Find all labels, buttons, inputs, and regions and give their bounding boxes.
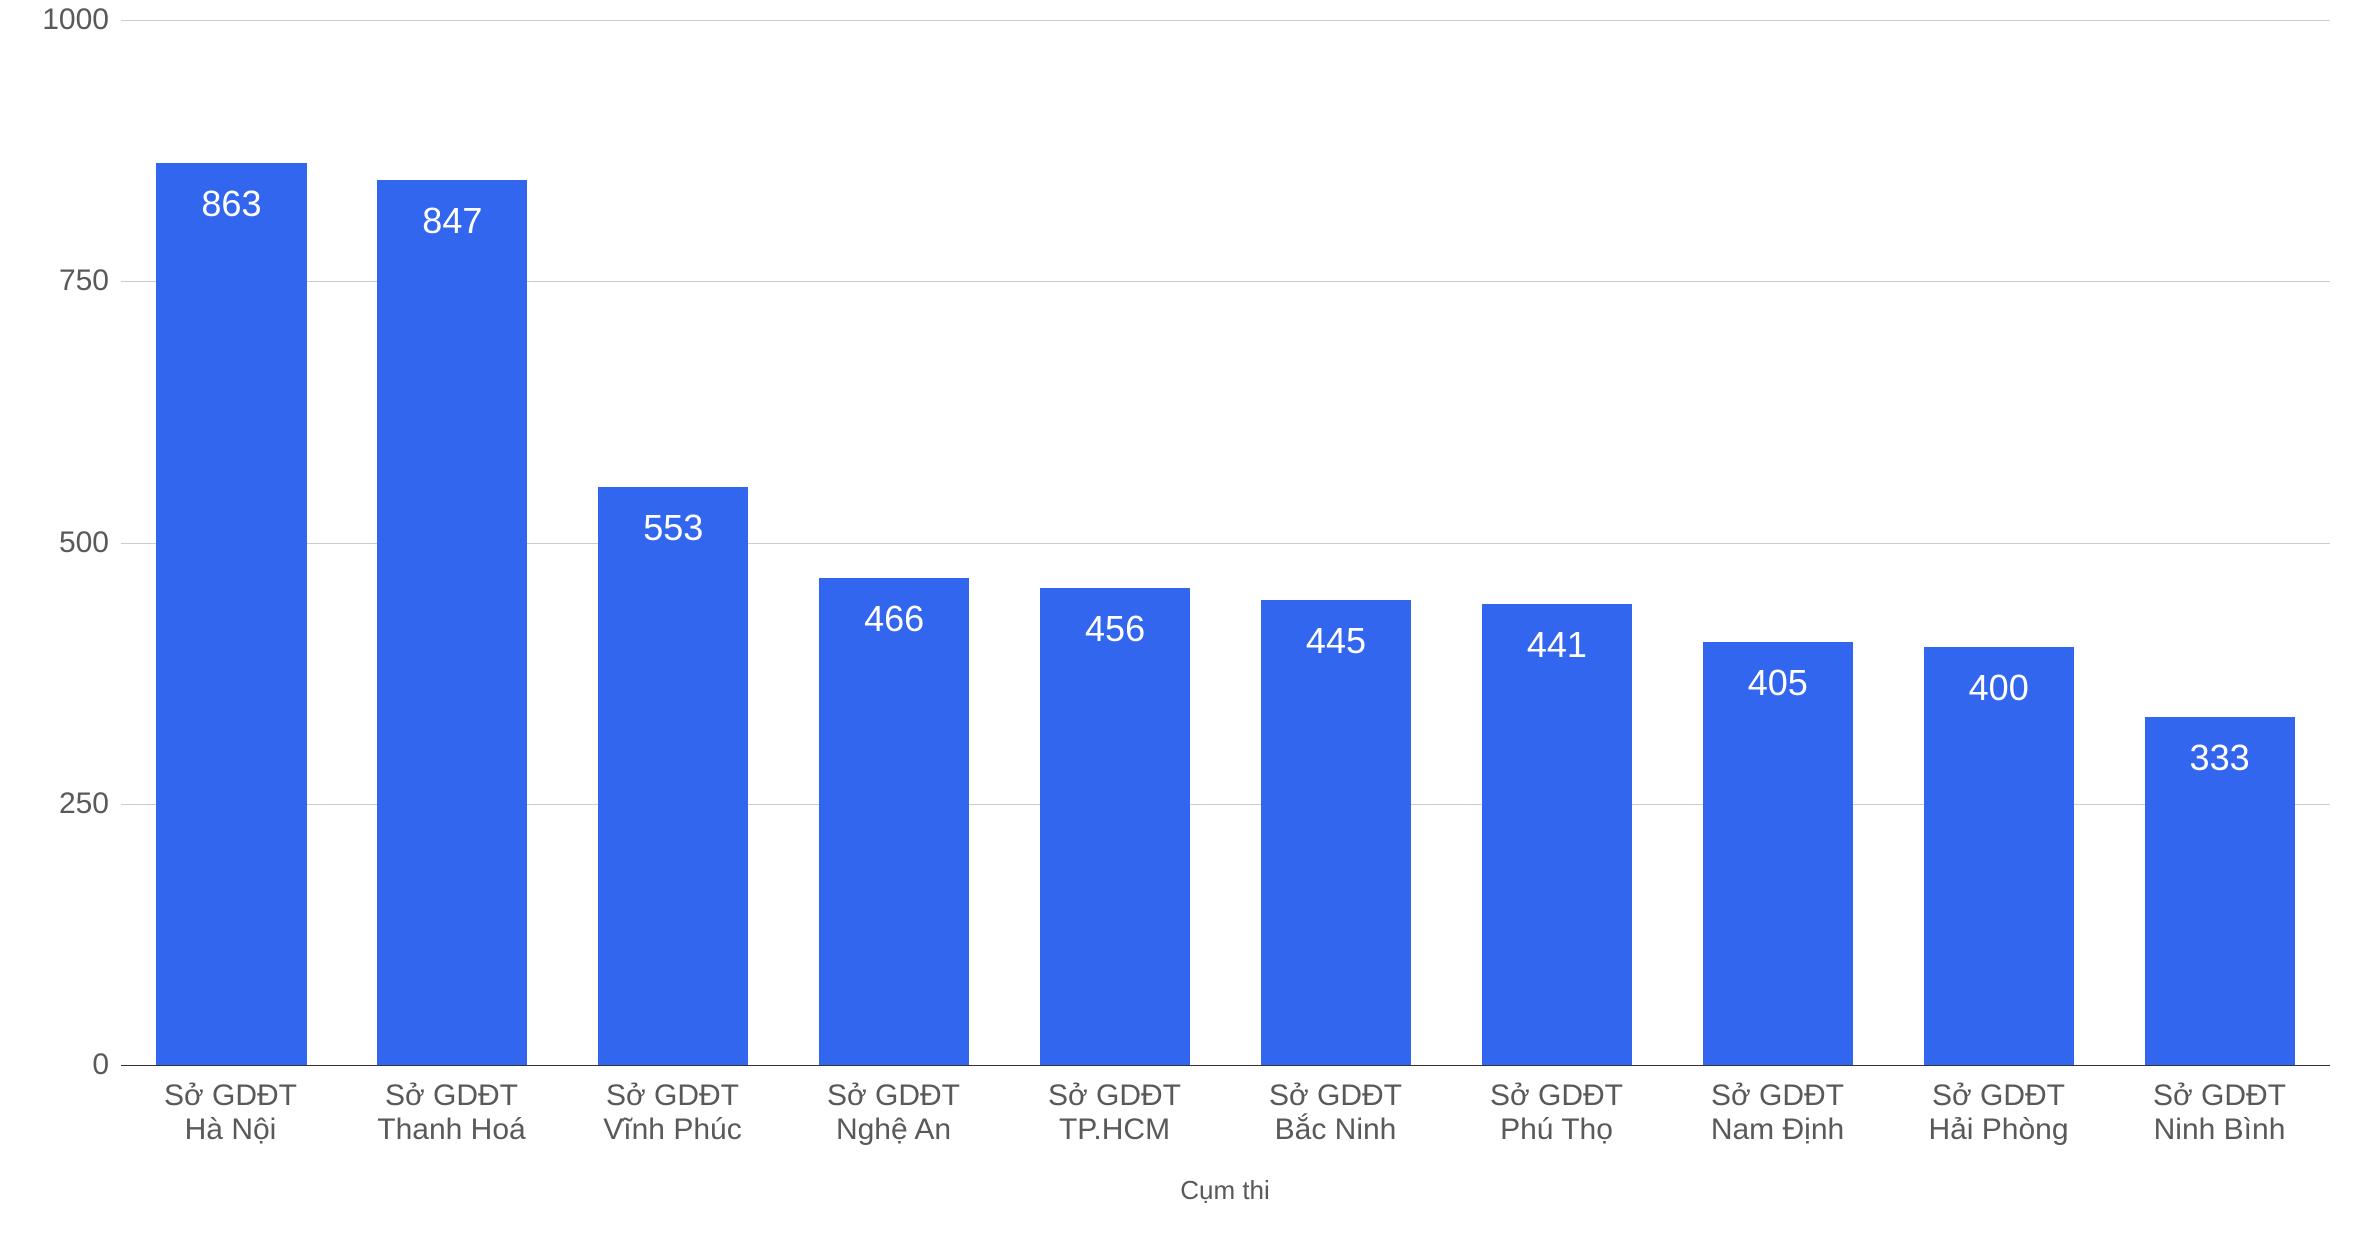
bar-slot: 863 <box>121 20 342 1065</box>
bar-value-label: 863 <box>201 183 261 225</box>
x-label-line2: Vĩnh Phúc <box>566 1113 779 1147</box>
bar-slot: 847 <box>342 20 563 1065</box>
x-label-line1: Sở GDĐT <box>2113 1079 2326 1113</box>
x-label-line1: Sở GDĐT <box>1450 1079 1663 1113</box>
bar-value-label: 441 <box>1527 624 1587 666</box>
x-label-line2: Nghệ An <box>787 1113 1000 1147</box>
x-axis-category-label: Sở GDĐTHải Phòng <box>1888 1079 2109 1147</box>
bar-value-label: 445 <box>1306 620 1366 662</box>
bar-slot: 553 <box>563 20 784 1065</box>
x-axis-category-label: Sở GDĐTTP.HCM <box>1004 1079 1225 1147</box>
x-axis-category-label: Sở GDĐTNinh Bình <box>2109 1079 2330 1147</box>
x-label-line1: Sở GDĐT <box>345 1079 558 1113</box>
x-label-line2: Nam Định <box>1671 1113 1884 1147</box>
x-axis-category-label: Sở GDĐTPhú Thọ <box>1446 1079 1667 1147</box>
plot-area: 863847553466456445441405400333 025050075… <box>120 20 2330 1065</box>
x-label-line2: Thanh Hoá <box>345 1113 558 1147</box>
x-label-line2: Ninh Bình <box>2113 1113 2326 1147</box>
bar: 456 <box>1040 588 1190 1065</box>
x-label-line1: Sở GDĐT <box>566 1079 779 1113</box>
bars-container: 863 847 553 466 456 445 441 405 400 333 <box>121 20 2330 1065</box>
x-label-line1: Sở GDĐT <box>1671 1079 1884 1113</box>
x-axis-category-label: Sở GDĐTVĩnh Phúc <box>562 1079 783 1147</box>
x-label-line1: Sở GDĐT <box>1008 1079 1221 1113</box>
x-axis-title: Cụm thi <box>1180 1175 1270 1206</box>
x-axis-category-label: Sở GDĐTBắc Ninh <box>1225 1079 1446 1147</box>
bar: 405 <box>1703 642 1853 1065</box>
x-label-line2: Hải Phòng <box>1892 1113 2105 1147</box>
x-axis-category-label: Sở GDĐTNghệ An <box>783 1079 1004 1147</box>
bar-slot: 466 <box>784 20 1005 1065</box>
x-label-line2: Hà Nội <box>124 1113 337 1147</box>
y-tick-label: 250 <box>59 787 121 821</box>
x-label-line1: Sở GDĐT <box>1229 1079 1442 1113</box>
bar: 466 <box>819 578 969 1065</box>
x-axis-baseline <box>121 1065 2330 1066</box>
bar: 333 <box>2145 717 2295 1065</box>
bar-slot: 405 <box>1667 20 1888 1065</box>
bar-slot: 456 <box>1005 20 1226 1065</box>
x-axis-category-label: Sở GDĐTThanh Hoá <box>341 1079 562 1147</box>
y-tick-label: 0 <box>92 1048 121 1082</box>
bar: 553 <box>598 487 748 1065</box>
bar: 441 <box>1482 604 1632 1065</box>
bar-value-label: 405 <box>1748 662 1808 704</box>
bar-chart: 863 847 553 466 456 445 441 405 400 333 0 250 500 75… <box>0 0 2370 1234</box>
bar-value-label: 400 <box>1969 667 2029 709</box>
x-axis-category-label: Sở GDĐTHà Nội <box>120 1079 341 1147</box>
bar-slot: 441 <box>1446 20 1667 1065</box>
bar-value-label: 333 <box>2190 737 2250 779</box>
x-label-line1: Sở GDĐT <box>787 1079 1000 1113</box>
y-tick-label: 1000 <box>42 3 121 37</box>
x-label-line2: Phú Thọ <box>1450 1113 1663 1147</box>
bar-value-label: 847 <box>422 200 482 242</box>
bar-value-label: 553 <box>643 507 703 549</box>
bar-slot: 400 <box>1888 20 2109 1065</box>
bar: 445 <box>1261 600 1411 1065</box>
y-tick-label: 500 <box>59 526 121 560</box>
bar: 400 <box>1924 647 2074 1065</box>
x-axis-category-label: Sở GDĐTNam Định <box>1667 1079 1888 1147</box>
x-label-line2: TP.HCM <box>1008 1113 1221 1147</box>
bar-slot: 445 <box>1226 20 1447 1065</box>
bar: 847 <box>377 180 527 1065</box>
x-label-line1: Sở GDĐT <box>1892 1079 2105 1113</box>
x-label-line2: Bắc Ninh <box>1229 1113 1442 1147</box>
bar-value-label: 466 <box>864 598 924 640</box>
x-axis-labels: Sở GDĐTHà NộiSở GDĐTThanh HoáSở GDĐTVĩnh… <box>120 1079 2330 1147</box>
x-label-line1: Sở GDĐT <box>124 1079 337 1113</box>
bar-slot: 333 <box>2109 20 2330 1065</box>
bar: 863 <box>156 163 306 1065</box>
y-tick-label: 750 <box>59 264 121 298</box>
bar-value-label: 456 <box>1085 608 1145 650</box>
